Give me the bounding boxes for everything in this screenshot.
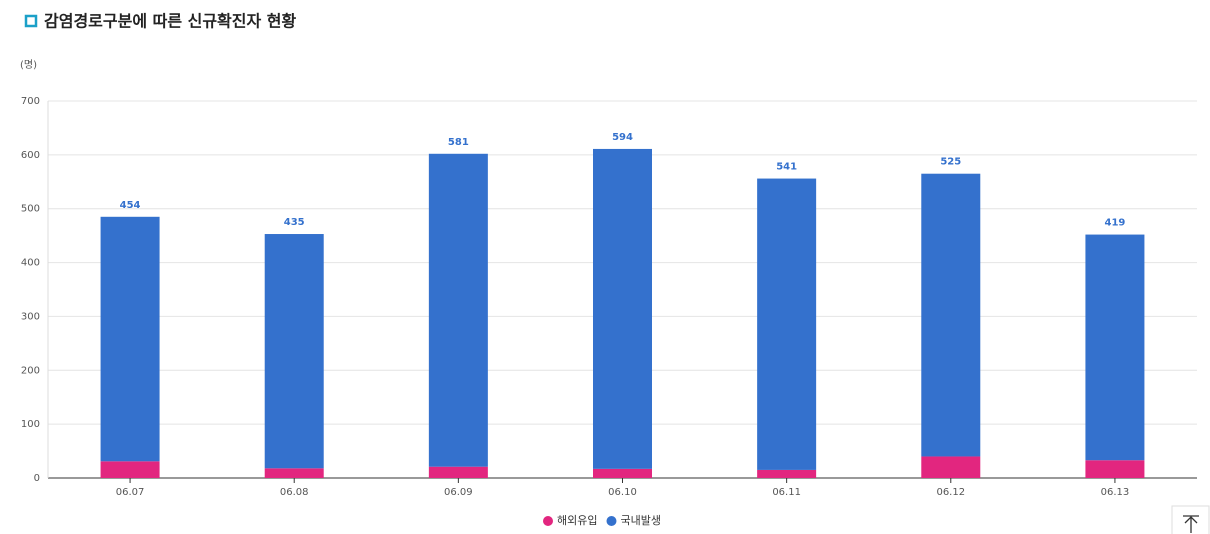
x-tick-label: 06.12 (936, 487, 965, 498)
y-tick-label: 500 (21, 204, 40, 215)
data-label: 581 (448, 137, 469, 148)
bar-segment (757, 469, 817, 478)
data-label: 525 (940, 157, 961, 168)
bar-segment (921, 173, 981, 457)
data-label: 454 (120, 200, 141, 211)
bar-segment (264, 468, 324, 478)
bar-segment (593, 468, 652, 478)
bar-segment (757, 178, 817, 470)
x-tick-label: 06.07 (116, 487, 145, 498)
y-tick-label: 400 (21, 258, 40, 269)
legend-label: 해외유입 (557, 513, 597, 527)
bar-segment (593, 148, 652, 469)
y-tick-label: 100 (21, 419, 40, 430)
y-tick-label: 0 (34, 473, 40, 484)
x-tick-label: 06.11 (772, 487, 801, 498)
bar-segment (1085, 460, 1145, 478)
scroll-top-icon (1183, 515, 1199, 533)
x-tick-label: 06.13 (1101, 487, 1130, 498)
bar-segment (100, 461, 160, 478)
bar-segment (264, 234, 324, 469)
data-label: 594 (612, 132, 633, 143)
title-icon (24, 14, 38, 28)
legend-marker (606, 516, 617, 526)
data-label: 541 (776, 162, 797, 173)
y-axis-label: (명) (20, 59, 37, 71)
y-tick-label: 600 (21, 150, 40, 161)
bar-segment (428, 466, 488, 478)
bar-segment (100, 216, 160, 462)
scroll-top-button[interactable] (1171, 505, 1210, 534)
data-label: 419 (1104, 218, 1125, 229)
bar-segment (428, 153, 488, 467)
bar-segment (921, 456, 981, 478)
chart-title: 감염경로구분에 따른 신규확진자 현황 (44, 12, 297, 31)
y-tick-label: 200 (21, 365, 40, 376)
x-tick-label: 06.08 (280, 487, 309, 498)
x-tick-label: 06.09 (444, 487, 473, 498)
data-label: 435 (284, 217, 305, 228)
y-tick-label: 700 (21, 96, 40, 107)
legend-label: 국내발생 (620, 514, 660, 527)
bar-segment (1085, 234, 1145, 461)
legend-marker (543, 516, 553, 526)
y-tick-label: 300 (21, 311, 40, 322)
x-tick-label: 06.10 (608, 487, 637, 498)
